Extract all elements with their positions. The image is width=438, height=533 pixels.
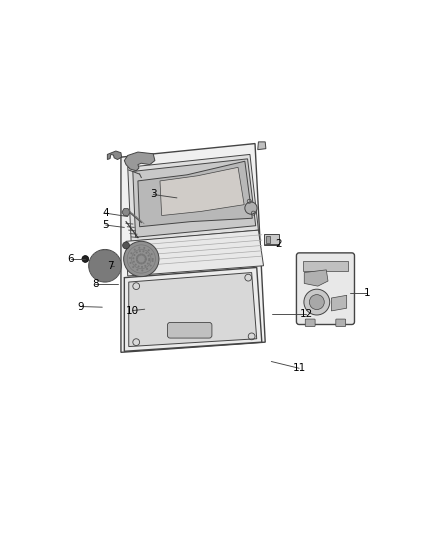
Polygon shape: [122, 208, 130, 216]
Circle shape: [124, 241, 159, 277]
FancyBboxPatch shape: [336, 319, 346, 327]
Circle shape: [304, 289, 330, 315]
Text: 8: 8: [92, 279, 99, 289]
Circle shape: [141, 254, 144, 256]
Circle shape: [130, 262, 131, 264]
FancyBboxPatch shape: [305, 319, 315, 327]
Circle shape: [152, 258, 154, 260]
Text: 7: 7: [107, 261, 114, 271]
Polygon shape: [129, 272, 257, 346]
Circle shape: [133, 261, 135, 263]
Circle shape: [134, 248, 136, 251]
Circle shape: [138, 247, 140, 249]
Circle shape: [123, 242, 130, 249]
Circle shape: [148, 249, 150, 251]
Polygon shape: [258, 142, 266, 150]
Polygon shape: [121, 143, 265, 352]
Polygon shape: [124, 152, 155, 171]
Circle shape: [136, 257, 138, 260]
Circle shape: [137, 256, 138, 258]
Circle shape: [245, 202, 257, 214]
Circle shape: [141, 269, 143, 271]
Circle shape: [152, 260, 154, 262]
Circle shape: [148, 260, 150, 261]
FancyBboxPatch shape: [167, 322, 212, 338]
Circle shape: [139, 262, 141, 264]
Circle shape: [145, 258, 147, 260]
Circle shape: [144, 265, 146, 267]
Polygon shape: [126, 230, 264, 276]
Circle shape: [137, 261, 139, 263]
Circle shape: [134, 264, 137, 265]
Circle shape: [138, 254, 140, 256]
Polygon shape: [138, 161, 252, 227]
Circle shape: [141, 266, 143, 268]
Polygon shape: [124, 268, 262, 351]
Polygon shape: [304, 270, 328, 286]
Circle shape: [132, 257, 134, 260]
Circle shape: [151, 253, 153, 255]
Text: 2: 2: [276, 239, 282, 249]
Polygon shape: [107, 151, 122, 159]
Circle shape: [148, 255, 149, 257]
Circle shape: [139, 250, 141, 252]
Circle shape: [145, 259, 147, 261]
Polygon shape: [303, 261, 348, 271]
Circle shape: [150, 264, 152, 266]
FancyBboxPatch shape: [264, 234, 279, 245]
Polygon shape: [128, 155, 258, 241]
Text: 6: 6: [68, 254, 74, 264]
Polygon shape: [332, 295, 346, 311]
Circle shape: [129, 257, 131, 259]
Circle shape: [142, 251, 145, 252]
Circle shape: [146, 268, 148, 270]
Circle shape: [143, 255, 145, 256]
Text: 4: 4: [102, 208, 109, 218]
Circle shape: [136, 260, 138, 262]
Text: 5: 5: [102, 220, 109, 230]
Circle shape: [136, 269, 138, 271]
Circle shape: [140, 254, 141, 256]
Circle shape: [136, 252, 138, 254]
Circle shape: [131, 252, 132, 254]
Circle shape: [144, 261, 146, 263]
FancyBboxPatch shape: [297, 253, 354, 325]
Text: 11: 11: [293, 364, 306, 373]
Circle shape: [88, 249, 121, 282]
Circle shape: [309, 295, 324, 310]
Text: 1: 1: [364, 288, 371, 298]
Circle shape: [141, 262, 143, 264]
Text: 12: 12: [299, 309, 313, 319]
Circle shape: [82, 256, 88, 262]
Text: 10: 10: [126, 305, 139, 316]
Polygon shape: [133, 159, 256, 237]
Circle shape: [145, 252, 148, 254]
Text: 9: 9: [77, 302, 84, 311]
Text: 3: 3: [150, 190, 156, 199]
Circle shape: [132, 266, 134, 268]
Circle shape: [143, 247, 145, 249]
Polygon shape: [160, 167, 244, 215]
Circle shape: [147, 263, 149, 264]
Circle shape: [134, 254, 135, 256]
FancyBboxPatch shape: [266, 236, 270, 244]
Circle shape: [144, 256, 146, 258]
Circle shape: [142, 262, 145, 264]
Circle shape: [138, 265, 140, 268]
Circle shape: [148, 258, 150, 260]
